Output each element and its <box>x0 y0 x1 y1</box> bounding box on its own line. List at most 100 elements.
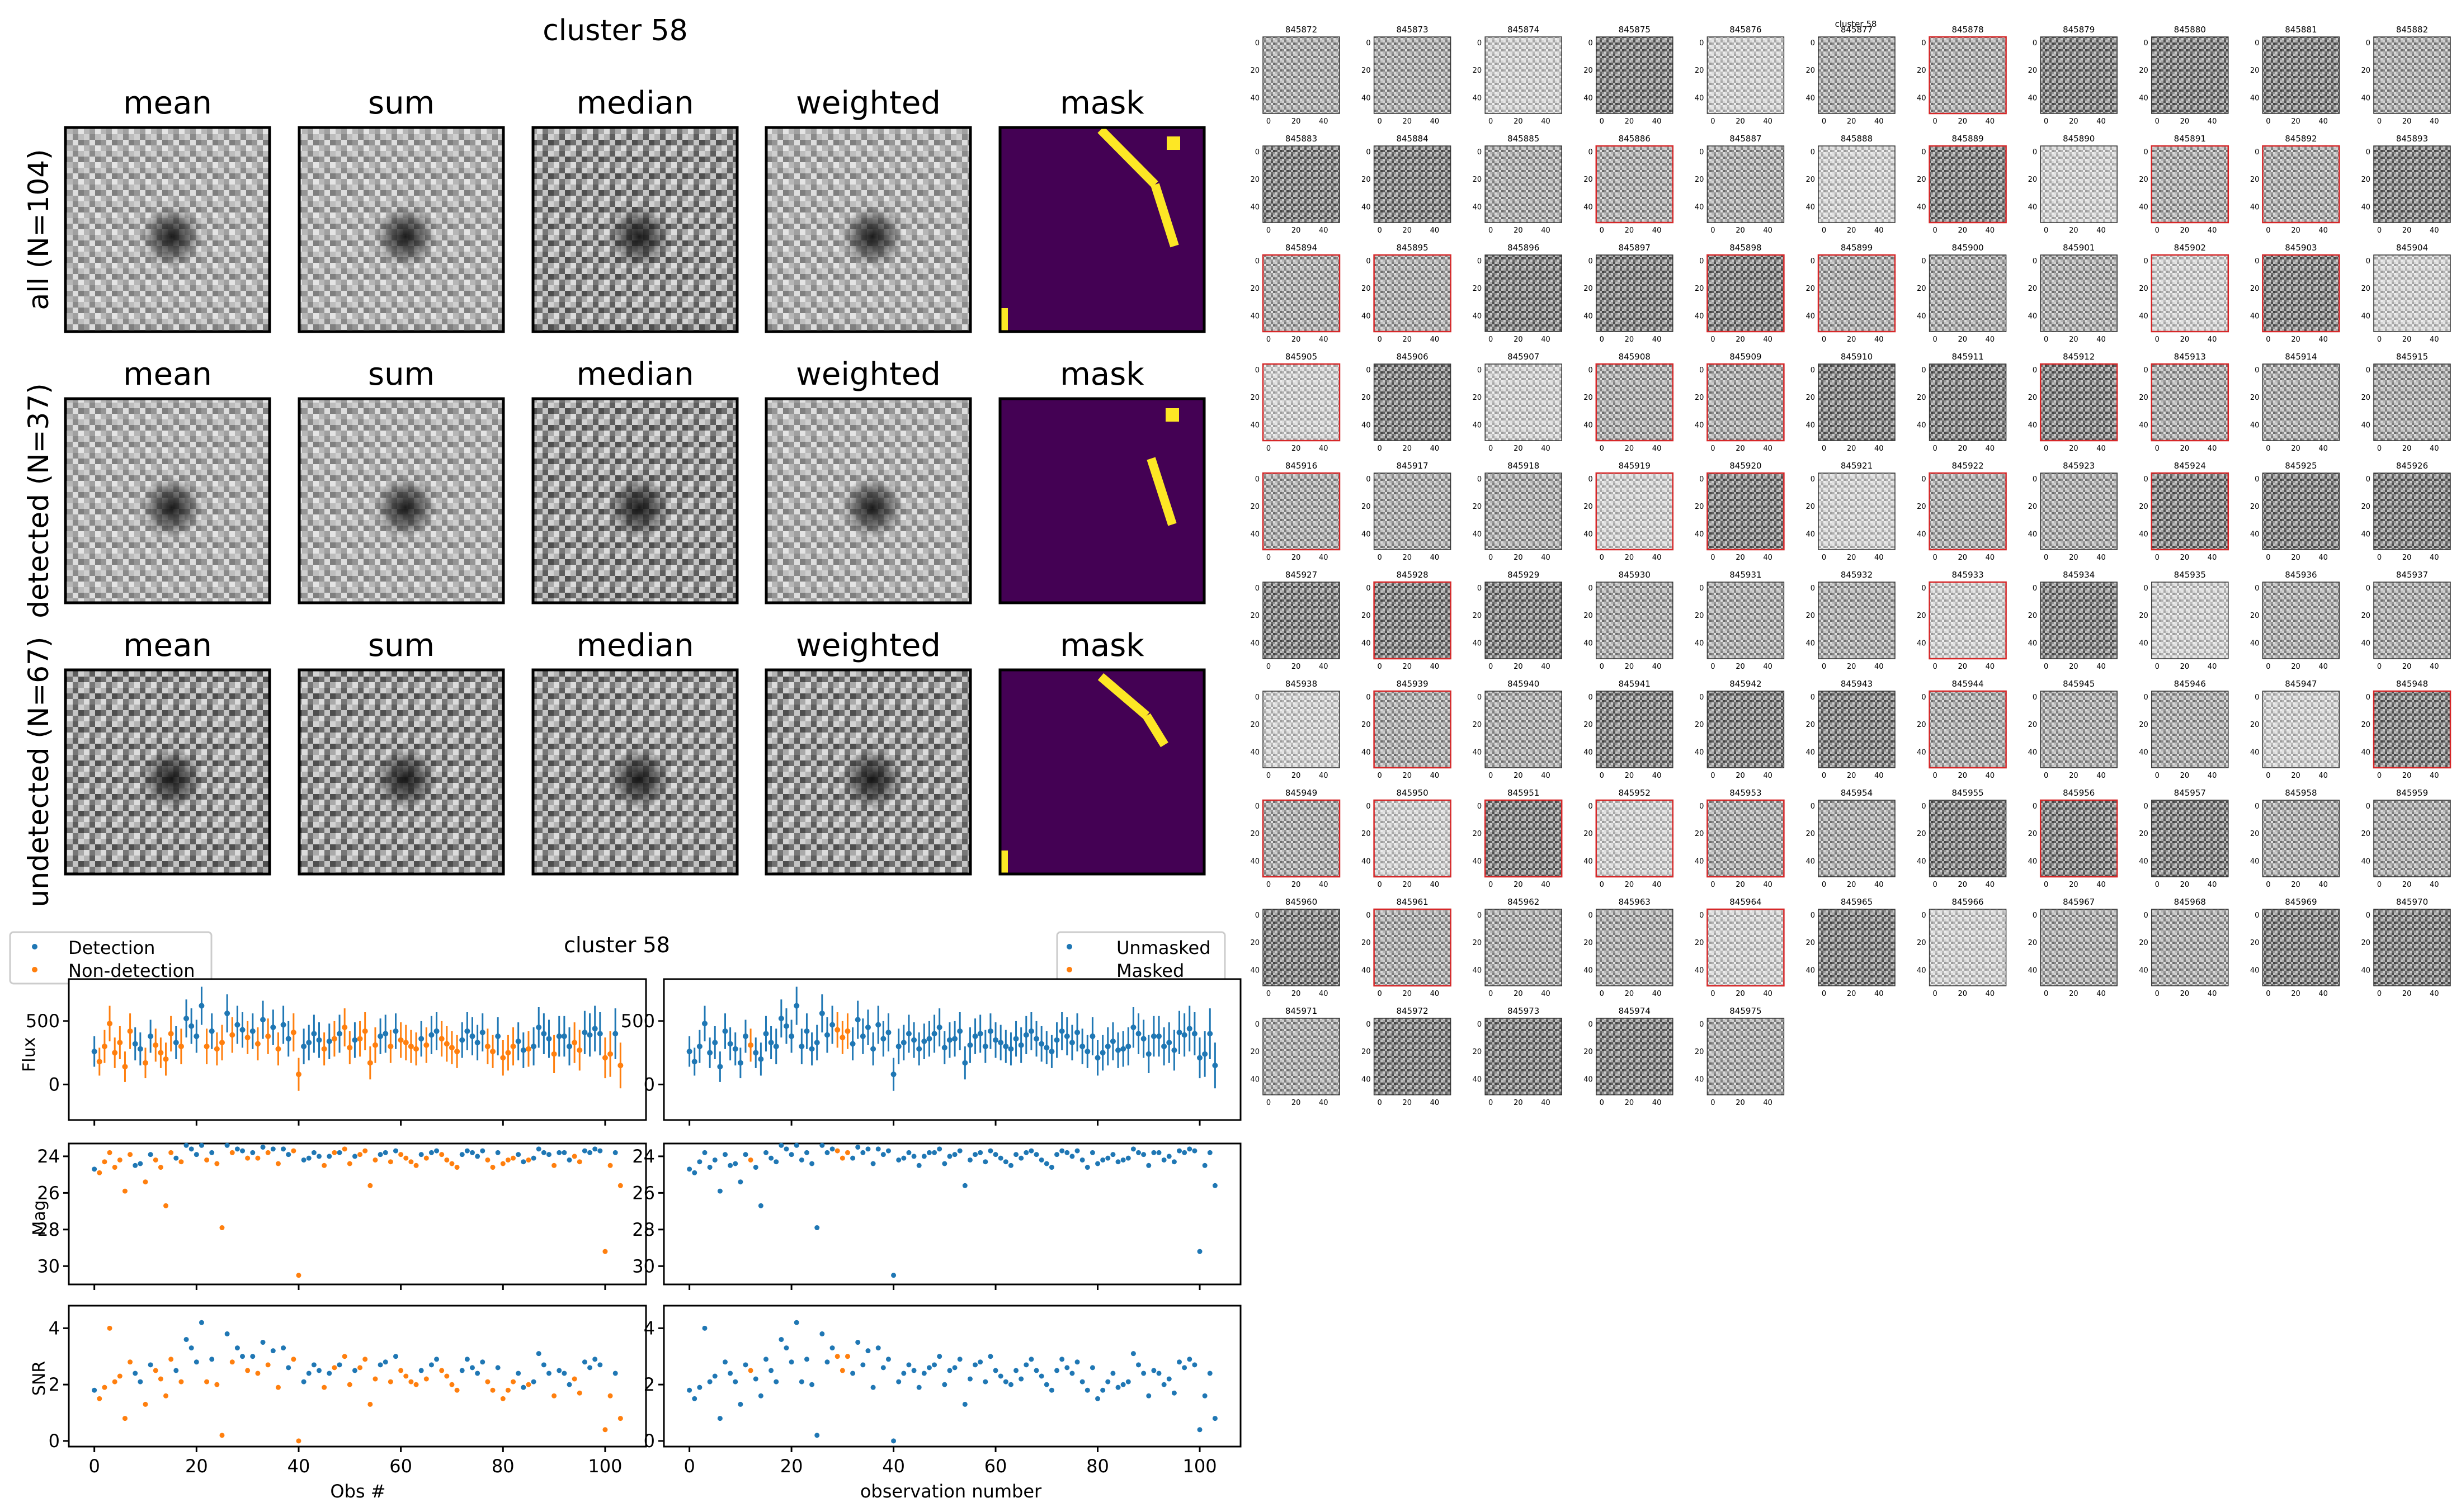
thumb-y-tick: 20 <box>2361 721 2370 729</box>
thumb-y-tick: 0 <box>1588 475 1593 484</box>
mag-point <box>1059 1148 1065 1154</box>
snr-point <box>875 1345 881 1351</box>
flux-point <box>398 1037 404 1043</box>
flux-point <box>952 1036 958 1042</box>
thumb-y-tick: 0 <box>1921 802 1926 811</box>
flux-point <box>895 1043 902 1050</box>
thumb-y-tick: 40 <box>1473 530 1482 538</box>
thumb-y-tick: 0 <box>1477 802 1482 811</box>
thumb-y-tick: 40 <box>1805 312 1815 320</box>
x-tick-label: 0 <box>88 1456 100 1477</box>
mag-point <box>413 1163 419 1168</box>
flux-point <box>707 1050 713 1056</box>
stamp-frame <box>765 126 972 333</box>
thumb-x-tick: 20 <box>1958 226 1967 235</box>
thumb-x-tick: 20 <box>1958 772 1967 780</box>
thumb-y-tick: 20 <box>1473 830 1482 838</box>
mag-point <box>607 1163 613 1168</box>
mag-point <box>398 1152 404 1157</box>
mag-point <box>469 1150 475 1155</box>
thumb-y-tick: 0 <box>1921 693 1926 702</box>
thumb-image <box>1707 364 1784 441</box>
thumb-y-tick: 0 <box>2144 693 2148 702</box>
mag-point <box>204 1157 210 1163</box>
flux-point <box>921 1038 927 1045</box>
y-tick-label: 2 <box>49 1374 60 1395</box>
thumb-frame <box>2262 36 2340 114</box>
thumb-x-tick: 20 <box>2069 881 2078 889</box>
thumb-frame <box>2373 36 2451 114</box>
snr-point <box>743 1362 748 1368</box>
snr-point <box>551 1393 557 1398</box>
thumb-y-tick: 40 <box>1250 530 1260 538</box>
mag-point <box>373 1157 378 1163</box>
mag-point <box>526 1157 531 1163</box>
thumb-id: 845923 <box>2063 461 2095 471</box>
thumb-y-tick: 40 <box>2139 312 2148 320</box>
flux-point <box>717 1064 723 1070</box>
snr-point <box>388 1379 393 1385</box>
thumb-y-tick: 20 <box>1805 503 1815 511</box>
y-tick-label: 28 <box>37 1219 60 1240</box>
thumb-y-tick: 20 <box>1250 939 1260 947</box>
thumb-x-tick: 0 <box>1710 226 1715 235</box>
snr-point <box>209 1357 215 1362</box>
thumb-x-tick: 40 <box>1319 990 1328 998</box>
y-tick-label: 26 <box>632 1182 655 1203</box>
thumb-image <box>1818 146 1895 223</box>
thumb-image <box>2374 691 2450 768</box>
mag-point <box>531 1155 536 1161</box>
thumb-x-tick: 0 <box>1600 226 1604 235</box>
snr-point <box>265 1362 271 1368</box>
mag-point <box>229 1150 235 1155</box>
flux-point <box>957 1028 963 1034</box>
thumb-frame <box>2151 909 2229 986</box>
flux-point <box>612 1031 619 1037</box>
legend-non-detection: Non-detection <box>68 960 195 981</box>
lightcurve-title: cluster 58 <box>564 933 670 957</box>
thumb-x-tick: 40 <box>1652 772 1662 780</box>
thumb-frame <box>1595 799 1674 878</box>
thumb-x-tick: 40 <box>1319 663 1328 671</box>
thumb-x-tick: 0 <box>1600 336 1604 344</box>
flux-point <box>101 1043 107 1050</box>
thumb-id: 845937 <box>2396 570 2428 580</box>
stamp-column-label: weighted <box>796 356 941 393</box>
thumb-y-tick: 0 <box>1921 148 1926 157</box>
thumb-x-tick: 40 <box>1763 881 1772 889</box>
thumb-x-tick: 40 <box>2430 881 2439 889</box>
mag-point <box>143 1179 148 1185</box>
stamp-column-label: mean <box>123 627 212 664</box>
snr-point <box>224 1331 230 1336</box>
snr-point <box>495 1365 501 1371</box>
legend-detection: Detection <box>68 937 155 958</box>
thumb-image <box>2262 800 2340 877</box>
snr-point <box>577 1390 582 1396</box>
thumb-x-tick: 20 <box>2291 336 2300 344</box>
flux-point <box>515 1038 521 1045</box>
thumb-frame <box>1262 691 1340 768</box>
thumb-x-tick: 20 <box>1402 226 1412 235</box>
thumb-frame <box>1262 254 1341 333</box>
thumb-x-tick: 0 <box>1266 663 1271 671</box>
stamp-source <box>609 206 670 267</box>
axes-frame <box>68 1305 647 1448</box>
y-tick-label: 0 <box>49 1430 60 1452</box>
thumb-image <box>2151 364 2228 441</box>
thumb-y-tick: 40 <box>1695 1075 1704 1084</box>
snr-point <box>748 1368 753 1373</box>
thumb-y-tick: 20 <box>1805 721 1815 729</box>
thumb-x-tick: 40 <box>1986 554 1995 562</box>
thumb-x-tick: 20 <box>1291 990 1301 998</box>
flux-point <box>219 1040 225 1046</box>
thumb-y-tick: 20 <box>1473 285 1482 293</box>
thumb-y-tick: 20 <box>2250 939 2260 947</box>
thumb-frame <box>2040 145 2118 223</box>
mask-image <box>1000 399 1204 603</box>
thumb-y-tick: 20 <box>2250 176 2260 184</box>
stamp-frame <box>298 126 505 333</box>
thumb-y-tick: 0 <box>2033 257 2037 266</box>
thumb-x-tick: 0 <box>2377 772 2382 780</box>
mag-point <box>692 1170 697 1175</box>
thumb-id: 845924 <box>2174 461 2206 471</box>
